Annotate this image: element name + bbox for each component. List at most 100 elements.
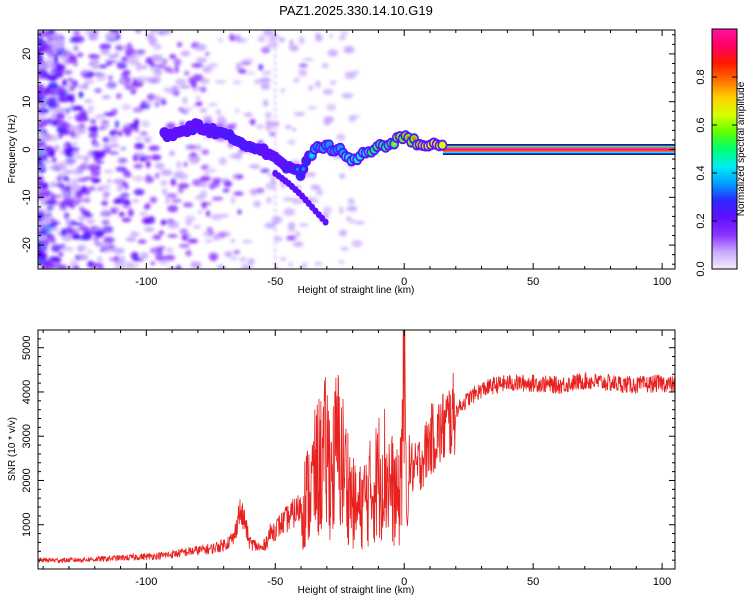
spectrogram-cell [38, 78, 43, 82]
spectrogram-cell [48, 165, 56, 170]
spectrogram-cell [133, 163, 143, 169]
spectrogram-cell [104, 32, 116, 39]
spectrogram-cell [239, 256, 247, 263]
spectrogram-cell [102, 143, 112, 149]
spectrogram-cell [339, 206, 344, 215]
spectrogram-y-tick-label: 0 [21, 146, 33, 152]
spectrogram-cell [130, 251, 139, 260]
spectrogram-cell [274, 222, 277, 226]
spectrogram-x-tick-label: 50 [527, 276, 539, 288]
spectrogram-cell [114, 263, 125, 269]
spectrogram-cell [60, 264, 67, 269]
spectrogram-cell [143, 136, 152, 143]
spectrogram-cell [43, 260, 52, 267]
spectrogram-cell [51, 134, 58, 142]
spectrogram-cell [97, 256, 103, 262]
spectrogram-cell [265, 182, 277, 190]
spectrogram-cell [71, 202, 80, 206]
spectrogram-cell [57, 133, 63, 139]
spectrogram-cell [118, 78, 128, 84]
spectrogram-cell [173, 58, 182, 67]
spectrogram-cell [274, 41, 277, 45]
spectrogram-cell [178, 244, 190, 248]
spectrogram-cell [294, 231, 301, 238]
spectrogram-cell [80, 69, 90, 76]
spectrogram-cell [38, 67, 43, 71]
spectrogram-x-tick-label: -100 [135, 276, 157, 288]
snr-x-tick-label: 100 [653, 576, 671, 588]
spectrogram-cell [56, 120, 68, 128]
spectrogram-cell [67, 125, 79, 131]
spectrogram-cell [66, 77, 74, 83]
spectrogram-cell [240, 61, 251, 66]
spectrogram-cell [243, 112, 253, 117]
spectrogram-cell [90, 58, 100, 66]
spectrogram-cell [261, 70, 272, 75]
spectrogram-cell [77, 84, 88, 90]
spectrogram-cell [88, 132, 99, 139]
snr-y-tick-label: 2000 [21, 468, 33, 492]
spectrogram-cell [266, 196, 272, 204]
spectrogram-cell [55, 113, 65, 120]
spectrogram-cell [84, 188, 91, 196]
spectrogram-cell [322, 88, 334, 95]
spectrogram-cell [49, 108, 57, 113]
spectrogram-cell [38, 150, 48, 157]
spectrogram-cell [222, 188, 230, 193]
spectrogram-cell [161, 58, 168, 65]
spectrogram-cell [274, 202, 277, 206]
spectrogram-y-tick-label: -10 [21, 189, 33, 205]
spectrogram-x-axis: -100 -50 0 50 100 [42, 30, 671, 288]
spectrogram-cell [315, 34, 323, 42]
spectrogram-cell [50, 113, 57, 121]
spectrogram-cell [169, 54, 177, 59]
spectrogram-cell [177, 183, 190, 189]
spectrogram-cell [274, 135, 277, 139]
spectrogram-cell [38, 175, 45, 183]
spectrogram-cell [274, 248, 277, 252]
spectrogram-cell [127, 208, 134, 217]
spectrogram-cell [135, 63, 143, 71]
spectrogram-cell [338, 229, 347, 237]
spectrogram-cell [298, 264, 306, 269]
spectrogram-cell [91, 150, 101, 157]
spectrogram-cell [177, 42, 183, 48]
spectrogram-cell [45, 51, 54, 57]
spectrogram-cell [249, 118, 256, 126]
spectrogram-cell [355, 221, 365, 225]
spectrogram-cell [134, 50, 144, 58]
spectrogram-cell [38, 59, 43, 63]
spectrogram-cell [150, 75, 162, 82]
spectrogram-cell [63, 148, 72, 156]
spectrogram-cell [189, 152, 197, 157]
snr-y-axis: 1000 2000 3000 4000 5000 [21, 329, 675, 570]
spectrogram-cell [233, 79, 241, 85]
spectrogram-cell [326, 103, 337, 111]
spectrogram-cell [264, 222, 277, 229]
spectrogram-cell [125, 237, 137, 242]
spectrogram-cell [71, 105, 84, 111]
spectrogram-x-tick-label: 0 [401, 276, 407, 288]
spectrogram-cell [154, 162, 165, 170]
spectrogram-cell [49, 150, 55, 158]
spectrogram-cell [103, 169, 114, 174]
spectrogram-cell [56, 175, 63, 183]
spectrogram-cell [52, 101, 60, 108]
spectrogram-cell [206, 210, 211, 217]
spectrogram-cell [263, 99, 269, 107]
spectrogram-cell [274, 61, 277, 65]
spectrogram-cell [134, 142, 145, 150]
spectrogram-cell [66, 116, 73, 120]
spectrogram-cell [43, 244, 48, 248]
spectrogram-cell [161, 30, 172, 35]
spectrogram-cell [274, 101, 277, 105]
spectrogram-cell [109, 143, 120, 149]
spectrogram-cell [87, 108, 93, 114]
ridge-core [438, 141, 446, 149]
snr-line [38, 330, 675, 564]
spectrogram-cell [208, 62, 219, 69]
spectrogram-cell [38, 103, 44, 108]
spectrogram-cell [150, 261, 156, 265]
spectrogram-cell [195, 95, 201, 100]
spectrogram-cell [38, 167, 47, 173]
